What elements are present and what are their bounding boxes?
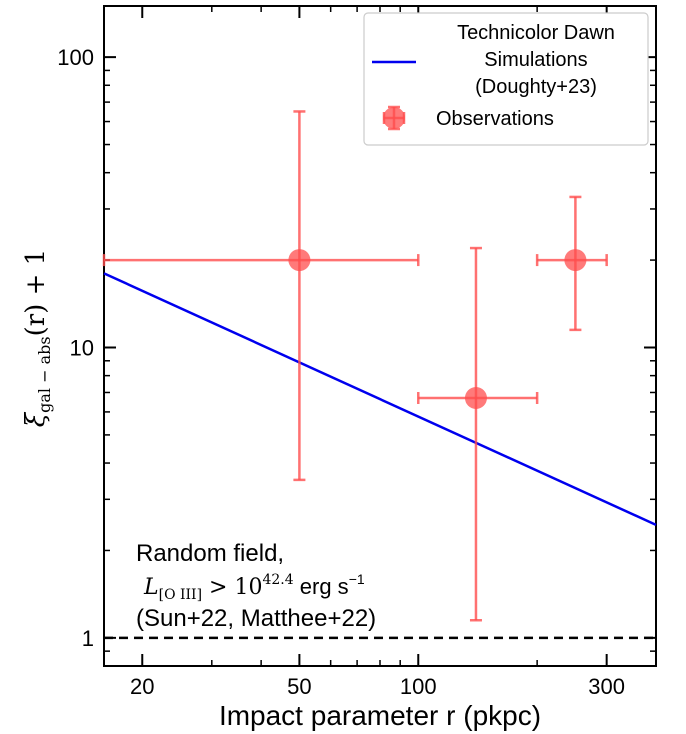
legend-label-observations: Observations bbox=[436, 108, 554, 130]
x-tick-label: 300 bbox=[588, 674, 625, 699]
data-marker bbox=[383, 107, 405, 129]
x-axis-title: Impact parameter r (pkpc) bbox=[219, 700, 541, 731]
data-point bbox=[382, 105, 406, 131]
y-tick-labels: 1 10 100 bbox=[57, 45, 94, 651]
legend-swatch-observations bbox=[382, 105, 406, 131]
y-tick-label: 100 bbox=[57, 45, 94, 70]
y-tick-label: 1 bbox=[82, 626, 94, 651]
y-tick-label: 10 bbox=[70, 335, 94, 360]
data-point bbox=[102, 110, 420, 482]
annotation-line3: (Sun+22, Matthee+22) bbox=[136, 605, 376, 632]
legend-label-simulations-line1: Technicolor Dawn bbox=[457, 22, 615, 44]
legend-label-simulations-line2: Simulations bbox=[484, 49, 587, 71]
annotation-random-field: Random field, L[O III] > 1042.4 erg s−1 … bbox=[136, 540, 376, 632]
x-tick-label: 50 bbox=[287, 674, 311, 699]
data-marker bbox=[288, 249, 311, 272]
x-tick-label: 100 bbox=[400, 674, 437, 699]
legend: Technicolor Dawn Simulations (Doughty+23… bbox=[363, 12, 649, 146]
x-tick-labels: 20 50 100 300 bbox=[130, 674, 625, 699]
legend-box bbox=[363, 12, 649, 146]
annotation-line1: Random field, bbox=[136, 540, 284, 567]
data-marker bbox=[464, 386, 487, 409]
data-point bbox=[417, 246, 539, 622]
legend-label-simulations-line3: (Doughty+23) bbox=[475, 76, 597, 98]
data-point bbox=[535, 195, 608, 332]
series-observations bbox=[102, 110, 608, 622]
data-marker bbox=[564, 249, 587, 272]
annotation-line2: L[O III] > 1042.4 erg s−1 bbox=[143, 571, 365, 603]
x-tick-label: 20 bbox=[130, 674, 154, 699]
y-axis-title: ξgal − abs(r) + 1 bbox=[21, 249, 54, 427]
series-line-technicolor-dawn bbox=[103, 272, 657, 526]
